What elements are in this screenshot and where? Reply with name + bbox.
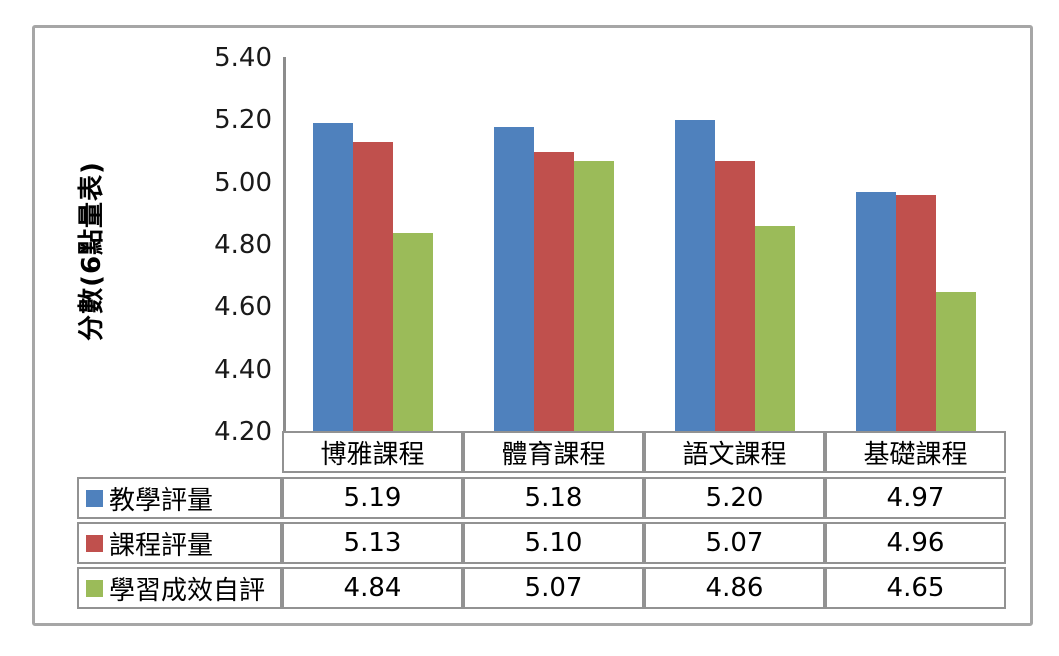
bar-series3-cat2 <box>574 160 614 432</box>
series-color-swatch-icon <box>86 489 103 507</box>
series-color-swatch-icon <box>86 579 103 597</box>
value-cell: 4.96 <box>825 522 1006 564</box>
value-cell: 4.65 <box>825 567 1006 609</box>
y-tick-label: 5.40 <box>214 43 272 73</box>
value-cell: 5.20 <box>644 477 825 519</box>
series-legend-cell: 學習成效自評 <box>77 567 282 609</box>
value-cell: 4.86 <box>644 567 825 609</box>
value-cell: 5.13 <box>282 522 463 564</box>
bar-series2-cat1 <box>353 142 393 432</box>
category-cell: 語文課程 <box>644 431 825 473</box>
y-tick-label: 5.20 <box>214 105 272 136</box>
series-name-label: 學習成效自評 <box>109 575 266 606</box>
y-tick-label: 4.80 <box>214 230 272 260</box>
y-axis-title: 分數(6點量表) <box>77 161 107 341</box>
bar-series2-cat3 <box>715 160 755 432</box>
value-cell: 5.07 <box>644 522 825 564</box>
value-cell: 4.97 <box>825 477 1006 519</box>
bar-series1-cat1 <box>313 123 353 432</box>
category-cell: 體育課程 <box>463 431 644 473</box>
category-cell: 基礎課程 <box>825 431 1006 473</box>
y-tick-label: 5.00 <box>214 167 272 198</box>
bar-series3-cat1 <box>393 232 433 432</box>
y-tick-label: 4.20 <box>214 417 272 447</box>
bar-series1-cat2 <box>494 126 534 432</box>
value-cell: 5.10 <box>463 522 644 564</box>
series-legend-cell: 教學評量 <box>77 477 282 519</box>
y-axis-line <box>283 57 286 433</box>
series-name-label: 課程評量 <box>109 530 214 561</box>
value-cell: 4.84 <box>282 567 463 609</box>
value-cell: 5.07 <box>463 567 644 609</box>
value-cell: 5.19 <box>282 477 463 519</box>
value-cell: 5.18 <box>463 477 644 519</box>
bar-series3-cat3 <box>755 226 795 432</box>
category-cell: 博雅課程 <box>282 431 463 473</box>
series-legend-cell: 課程評量 <box>77 522 282 564</box>
bar-series1-cat3 <box>675 120 715 432</box>
series-color-swatch-icon <box>86 534 103 552</box>
series-name-label: 教學評量 <box>109 485 214 516</box>
bar-series2-cat4 <box>896 195 936 432</box>
bar-series3-cat4 <box>936 291 976 432</box>
y-tick-label: 4.60 <box>214 292 272 323</box>
y-tick-label: 4.40 <box>214 354 272 385</box>
bar-series2-cat2 <box>534 151 574 432</box>
bar-series1-cat4 <box>856 192 896 432</box>
